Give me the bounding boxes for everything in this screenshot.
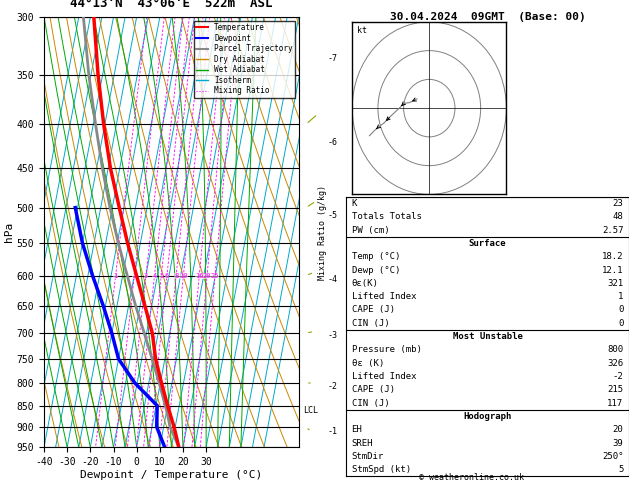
Text: Dewp (°C): Dewp (°C) bbox=[352, 265, 400, 275]
Text: 3: 3 bbox=[144, 273, 148, 278]
Text: 2.57: 2.57 bbox=[602, 226, 623, 235]
Text: Temp (°C): Temp (°C) bbox=[352, 252, 400, 261]
Text: -7: -7 bbox=[327, 53, 337, 63]
Text: StmSpd (kt): StmSpd (kt) bbox=[352, 465, 411, 474]
Text: 18.2: 18.2 bbox=[602, 252, 623, 261]
Text: -1: -1 bbox=[327, 427, 337, 435]
Text: StmDir: StmDir bbox=[352, 452, 384, 461]
Text: LCL: LCL bbox=[303, 406, 318, 416]
Text: 1: 1 bbox=[618, 292, 623, 301]
Text: 0: 0 bbox=[618, 319, 623, 328]
Text: CAPE (J): CAPE (J) bbox=[352, 305, 394, 314]
Text: θε (K): θε (K) bbox=[352, 359, 384, 368]
Text: K: K bbox=[352, 199, 357, 208]
Text: 250°: 250° bbox=[602, 452, 623, 461]
X-axis label: Dewpoint / Temperature (°C): Dewpoint / Temperature (°C) bbox=[81, 469, 262, 480]
Text: km
ASL: km ASL bbox=[310, 0, 325, 2]
Text: 4: 4 bbox=[152, 273, 157, 278]
Text: 25: 25 bbox=[211, 273, 220, 278]
Legend: Temperature, Dewpoint, Parcel Trajectory, Dry Adiabat, Wet Adiabat, Isotherm, Mi: Temperature, Dewpoint, Parcel Trajectory… bbox=[194, 21, 295, 98]
Text: 16: 16 bbox=[195, 273, 204, 278]
Text: 800: 800 bbox=[607, 346, 623, 354]
Text: 30.04.2024  09GMT  (Base: 00): 30.04.2024 09GMT (Base: 00) bbox=[389, 12, 586, 22]
Text: 215: 215 bbox=[607, 385, 623, 394]
Text: Hodograph: Hodograph bbox=[464, 412, 511, 421]
Text: 20: 20 bbox=[203, 273, 211, 278]
Text: 8: 8 bbox=[174, 273, 178, 278]
Text: 48: 48 bbox=[613, 212, 623, 221]
Text: -2: -2 bbox=[327, 382, 337, 391]
Text: -2: -2 bbox=[613, 372, 623, 381]
Text: EH: EH bbox=[352, 425, 362, 434]
Text: 39: 39 bbox=[613, 438, 623, 448]
Text: Most Unstable: Most Unstable bbox=[452, 332, 523, 341]
Text: CIN (J): CIN (J) bbox=[352, 319, 389, 328]
Text: 12.1: 12.1 bbox=[602, 265, 623, 275]
Text: -4: -4 bbox=[327, 275, 337, 284]
Text: Lifted Index: Lifted Index bbox=[352, 292, 416, 301]
Text: 6: 6 bbox=[165, 273, 169, 278]
Text: PW (cm): PW (cm) bbox=[352, 226, 389, 235]
Text: kt: kt bbox=[357, 26, 367, 35]
Text: CIN (J): CIN (J) bbox=[352, 399, 389, 408]
Text: Mixing Ratio (g/kg): Mixing Ratio (g/kg) bbox=[318, 185, 327, 279]
Text: 44°13'N  43°06'E  522m  ASL: 44°13'N 43°06'E 522m ASL bbox=[70, 0, 272, 10]
Text: SREH: SREH bbox=[352, 438, 373, 448]
Text: 23: 23 bbox=[613, 199, 623, 208]
Text: 1: 1 bbox=[113, 273, 118, 278]
Text: 5: 5 bbox=[618, 465, 623, 474]
Text: 5: 5 bbox=[159, 273, 164, 278]
Text: θε(K): θε(K) bbox=[352, 279, 379, 288]
Text: © weatheronline.co.uk: © weatheronline.co.uk bbox=[420, 473, 524, 482]
Text: 326: 326 bbox=[607, 359, 623, 368]
Text: Pressure (mb): Pressure (mb) bbox=[352, 346, 421, 354]
Text: 2: 2 bbox=[132, 273, 136, 278]
Text: -6: -6 bbox=[327, 138, 337, 147]
Text: -3: -3 bbox=[327, 331, 337, 340]
Text: -5: -5 bbox=[327, 211, 337, 220]
Text: 117: 117 bbox=[607, 399, 623, 408]
Text: 0: 0 bbox=[618, 305, 623, 314]
Text: 10: 10 bbox=[179, 273, 187, 278]
Text: CAPE (J): CAPE (J) bbox=[352, 385, 394, 394]
Text: Lifted Index: Lifted Index bbox=[352, 372, 416, 381]
Text: Surface: Surface bbox=[469, 239, 506, 248]
Text: 20: 20 bbox=[613, 425, 623, 434]
Y-axis label: hPa: hPa bbox=[4, 222, 14, 242]
Text: Totals Totals: Totals Totals bbox=[352, 212, 421, 221]
Text: 321: 321 bbox=[607, 279, 623, 288]
